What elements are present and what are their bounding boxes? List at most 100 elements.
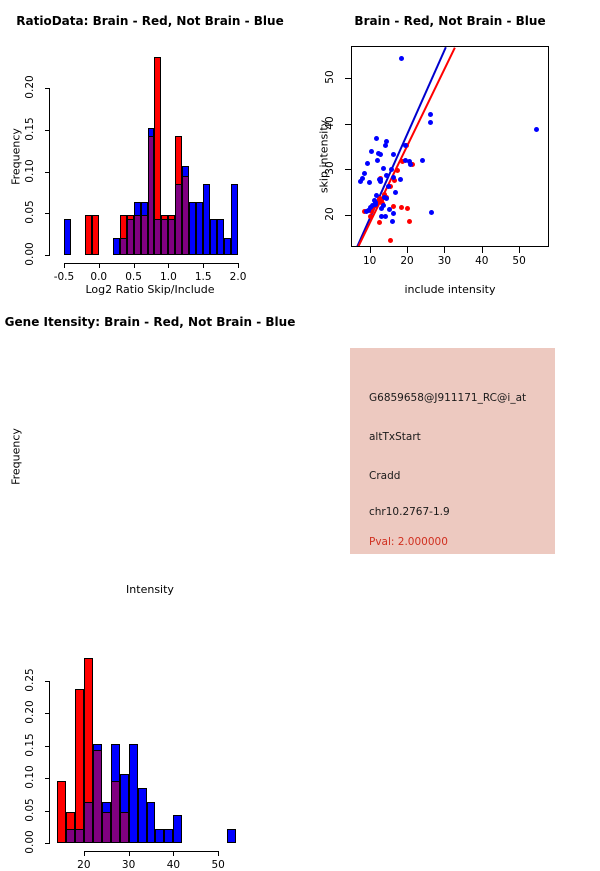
histogram-bar-overlap [74,829,84,843]
scatter-point [427,120,433,126]
histogram-bar [74,688,84,843]
y-axis-tick [45,680,50,682]
histogram-bar-overlap [83,801,93,843]
histogram-bar [203,184,211,255]
y-axis-tick-label: 0.05 [24,797,36,822]
y-axis-tick-label: 0.05 [24,200,36,225]
scatter-point [403,158,409,164]
event-type-text: altTxStart [369,431,421,443]
pval-text: Pval: 2.000000 [369,536,448,548]
x-axis-tick [98,263,100,268]
scatter-point [373,201,379,207]
scatter-point [368,148,374,154]
scatter-point [383,196,389,202]
scatter-point [370,205,376,211]
scatter-point [367,180,373,186]
scatter-point [374,157,380,163]
histogram-bar-overlap [101,811,111,843]
x-axis-tick-label: -0.5 [53,271,75,283]
x-axis-tick-label: 2.0 [229,271,247,283]
histogram-bar-overlap [168,219,176,255]
scatter-point [391,151,397,157]
scatter-point [384,139,390,145]
scatter-point [386,183,392,189]
histogram-bar-overlap [92,750,102,843]
scatter-point [397,176,403,182]
scatter-point [428,210,434,216]
scatter-point [362,171,368,177]
x-axis-tick [63,263,65,268]
histogram-bar [155,829,165,843]
scatter-point [399,55,405,61]
y-axis-tick [45,171,50,173]
histogram-bar-overlap [65,829,75,843]
x-axis-tick-label: 1.0 [160,271,177,283]
histogram-bar [128,744,138,843]
x-axis-tick-label: 30 [437,255,452,267]
histogram-bar-overlap [140,215,148,255]
histogram-bar [217,219,225,255]
scatter-point [384,172,390,178]
histogram-bar [231,184,239,255]
x-axis-tick-label: 20 [77,859,91,871]
scatter-point [368,208,374,214]
scatter-point [379,214,384,220]
scatter-point [387,238,393,244]
x-axis-tick-label: 0.5 [125,271,142,283]
scatter-point [365,160,371,166]
histogram-bar-overlap [154,219,162,255]
x-axis-tick [133,263,135,268]
x-axis-tick-label: 0.0 [90,271,108,283]
scatter-point [402,142,408,148]
histogram-bar [84,215,92,255]
x-axis-tick-label: 30 [121,859,136,871]
x-axis-tick-label: 1.5 [194,271,212,283]
x-axis-tick [444,247,446,253]
scatter-point [407,159,413,165]
gene-intensity-histogram-xlabel: Intensity [126,583,174,596]
scatter-point [390,219,396,225]
x-axis-tick-label: 10 [362,255,377,267]
x-axis-line [63,263,239,264]
histogram-bar-overlap [126,219,134,255]
y-axis-tick [345,123,351,125]
histogram-bar [196,201,204,255]
y-axis-tick-label: 0.10 [24,765,36,789]
histogram-bar-overlap [175,184,183,255]
y-axis-tick [45,213,50,215]
scatter-point [534,127,540,133]
x-axis-tick [173,851,175,856]
y-axis-tick-label: 50 [324,70,336,84]
x-axis-tick-label: 50 [211,859,225,871]
scatter-point [378,206,384,212]
scatter-point [392,177,398,183]
scatter-point [359,176,365,182]
x-axis-line [83,851,219,852]
y-axis-tick [45,130,50,131]
intensity-scatter-xlabel: include intensity [404,283,496,296]
scatter-point [390,211,396,217]
scatter-point [374,135,380,141]
scatter-point [376,219,382,225]
x-axis-tick-label: 20 [400,255,414,267]
ratio-histogram-panel: RatioData: Brain - Red, Not Brain - Blue… [0,0,300,300]
scatter-point [381,191,387,197]
histogram-bar [137,787,147,843]
y-axis-tick-label: 0.00 [24,830,36,854]
histogram-bar [112,237,120,255]
x-axis-tick [407,247,409,253]
x-axis-tick [369,247,371,253]
y-axis-tick-label: 0.00 [24,242,36,266]
ratio-histogram-plot-area: 0.00 0.05 0.10 0.15 0.20 -0.5 0.0 0.5 1.0 1.5 2.0 [0,0,300,300]
y-axis-tick [345,215,351,217]
y-axis-tick [345,169,351,171]
intensity-scatter-panel: Brain - Red, Not Brain - Blue skip inten… [300,0,600,300]
x-axis-tick-label: 50 [512,255,526,267]
x-axis-tick [83,851,85,856]
scatter-point [377,178,383,184]
probe-id-text: G6859658@J911171_RC@i_at [369,392,527,404]
scatter-point [393,189,399,195]
histogram-bar [63,219,71,255]
y-axis-tick-label: 30 [324,161,336,176]
y-axis-tick-label: 0.15 [24,733,36,757]
